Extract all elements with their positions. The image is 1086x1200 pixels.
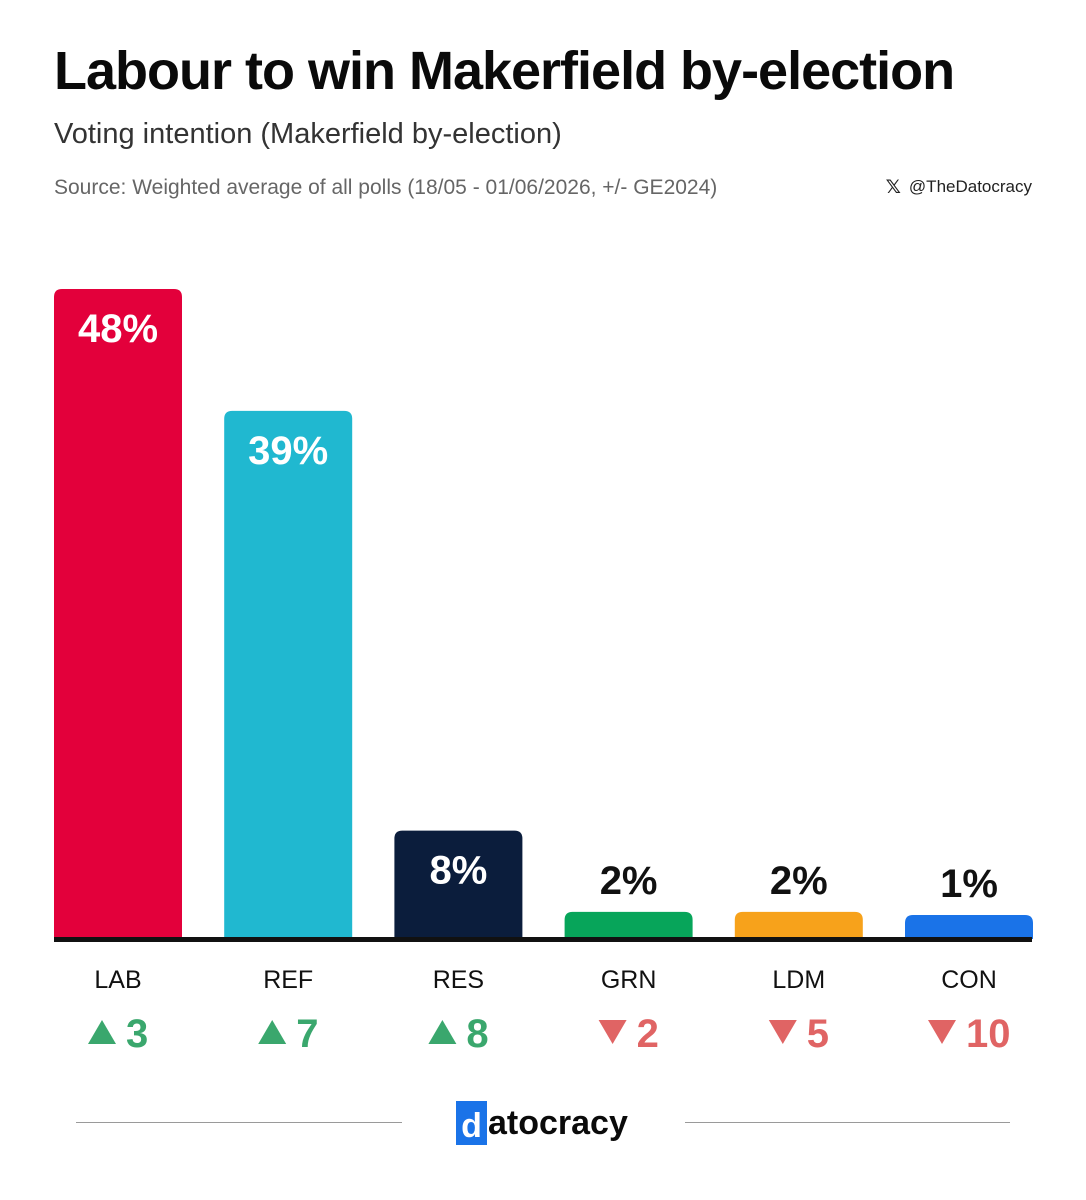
category-label-con: CON <box>941 966 997 994</box>
value-label-ldm: 2% <box>770 859 828 903</box>
bar-ref <box>224 410 353 939</box>
chart-title: Labour to win Makerfield by-election <box>54 41 955 101</box>
category-label-ref: REF <box>263 966 313 994</box>
up-arrow-icon-ref <box>258 1020 287 1044</box>
x-logo-icon: 𝕏 <box>885 176 901 198</box>
up-arrow-icon-lab <box>88 1020 116 1044</box>
down-arrow-icon-ldm <box>768 1020 797 1044</box>
chart-subtitle: Voting intention (Makerfield by-election… <box>54 118 562 150</box>
value-label-ref: 39% <box>248 429 328 473</box>
category-label-res: RES <box>433 966 484 994</box>
value-label-grn: 2% <box>600 859 658 903</box>
bar-grn <box>564 911 693 939</box>
footer-divider-right <box>685 1122 1010 1123</box>
change-value-ldm: 5 <box>807 1012 829 1056</box>
bar-con <box>905 915 1033 939</box>
category-label-grn: GRN <box>601 966 657 994</box>
social-handle[interactable]: 𝕏 @TheDatocracy <box>886 176 1032 198</box>
value-label-res: 8% <box>429 849 487 893</box>
value-label-con: 1% <box>940 862 998 906</box>
value-label-lab: 48% <box>78 307 158 351</box>
category-label-ldm: LDM <box>772 966 825 994</box>
bar-res <box>394 830 523 939</box>
logo-wordmark: atocracy <box>488 1103 628 1142</box>
change-value-ref: 7 <box>296 1012 318 1056</box>
category-label-lab: LAB <box>94 966 141 994</box>
footer-divider-left <box>76 1122 402 1123</box>
bar-lab <box>54 289 182 939</box>
handle-text: @TheDatocracy <box>908 177 1032 196</box>
change-value-lab: 3 <box>126 1012 148 1056</box>
down-arrow-icon-con <box>928 1020 956 1044</box>
down-arrow-icon-grn <box>598 1020 627 1044</box>
x-axis-baseline <box>54 937 1032 942</box>
logo-d-box: d <box>456 1101 487 1145</box>
bar-chart: 48% LAB 3 39% REF 7 8% RES 8 2% GRN 2 2% LDM 5 1% CON 10 <box>54 289 1033 1056</box>
bar-ldm <box>734 911 863 939</box>
change-value-res: 8 <box>466 1012 488 1056</box>
up-arrow-icon-res <box>428 1020 457 1044</box>
change-value-con: 10 <box>966 1012 1011 1056</box>
datocracy-logo: d atocracy <box>456 1101 628 1145</box>
chart-source: Source: Weighted average of all polls (1… <box>54 176 718 199</box>
change-value-grn: 2 <box>637 1012 659 1056</box>
